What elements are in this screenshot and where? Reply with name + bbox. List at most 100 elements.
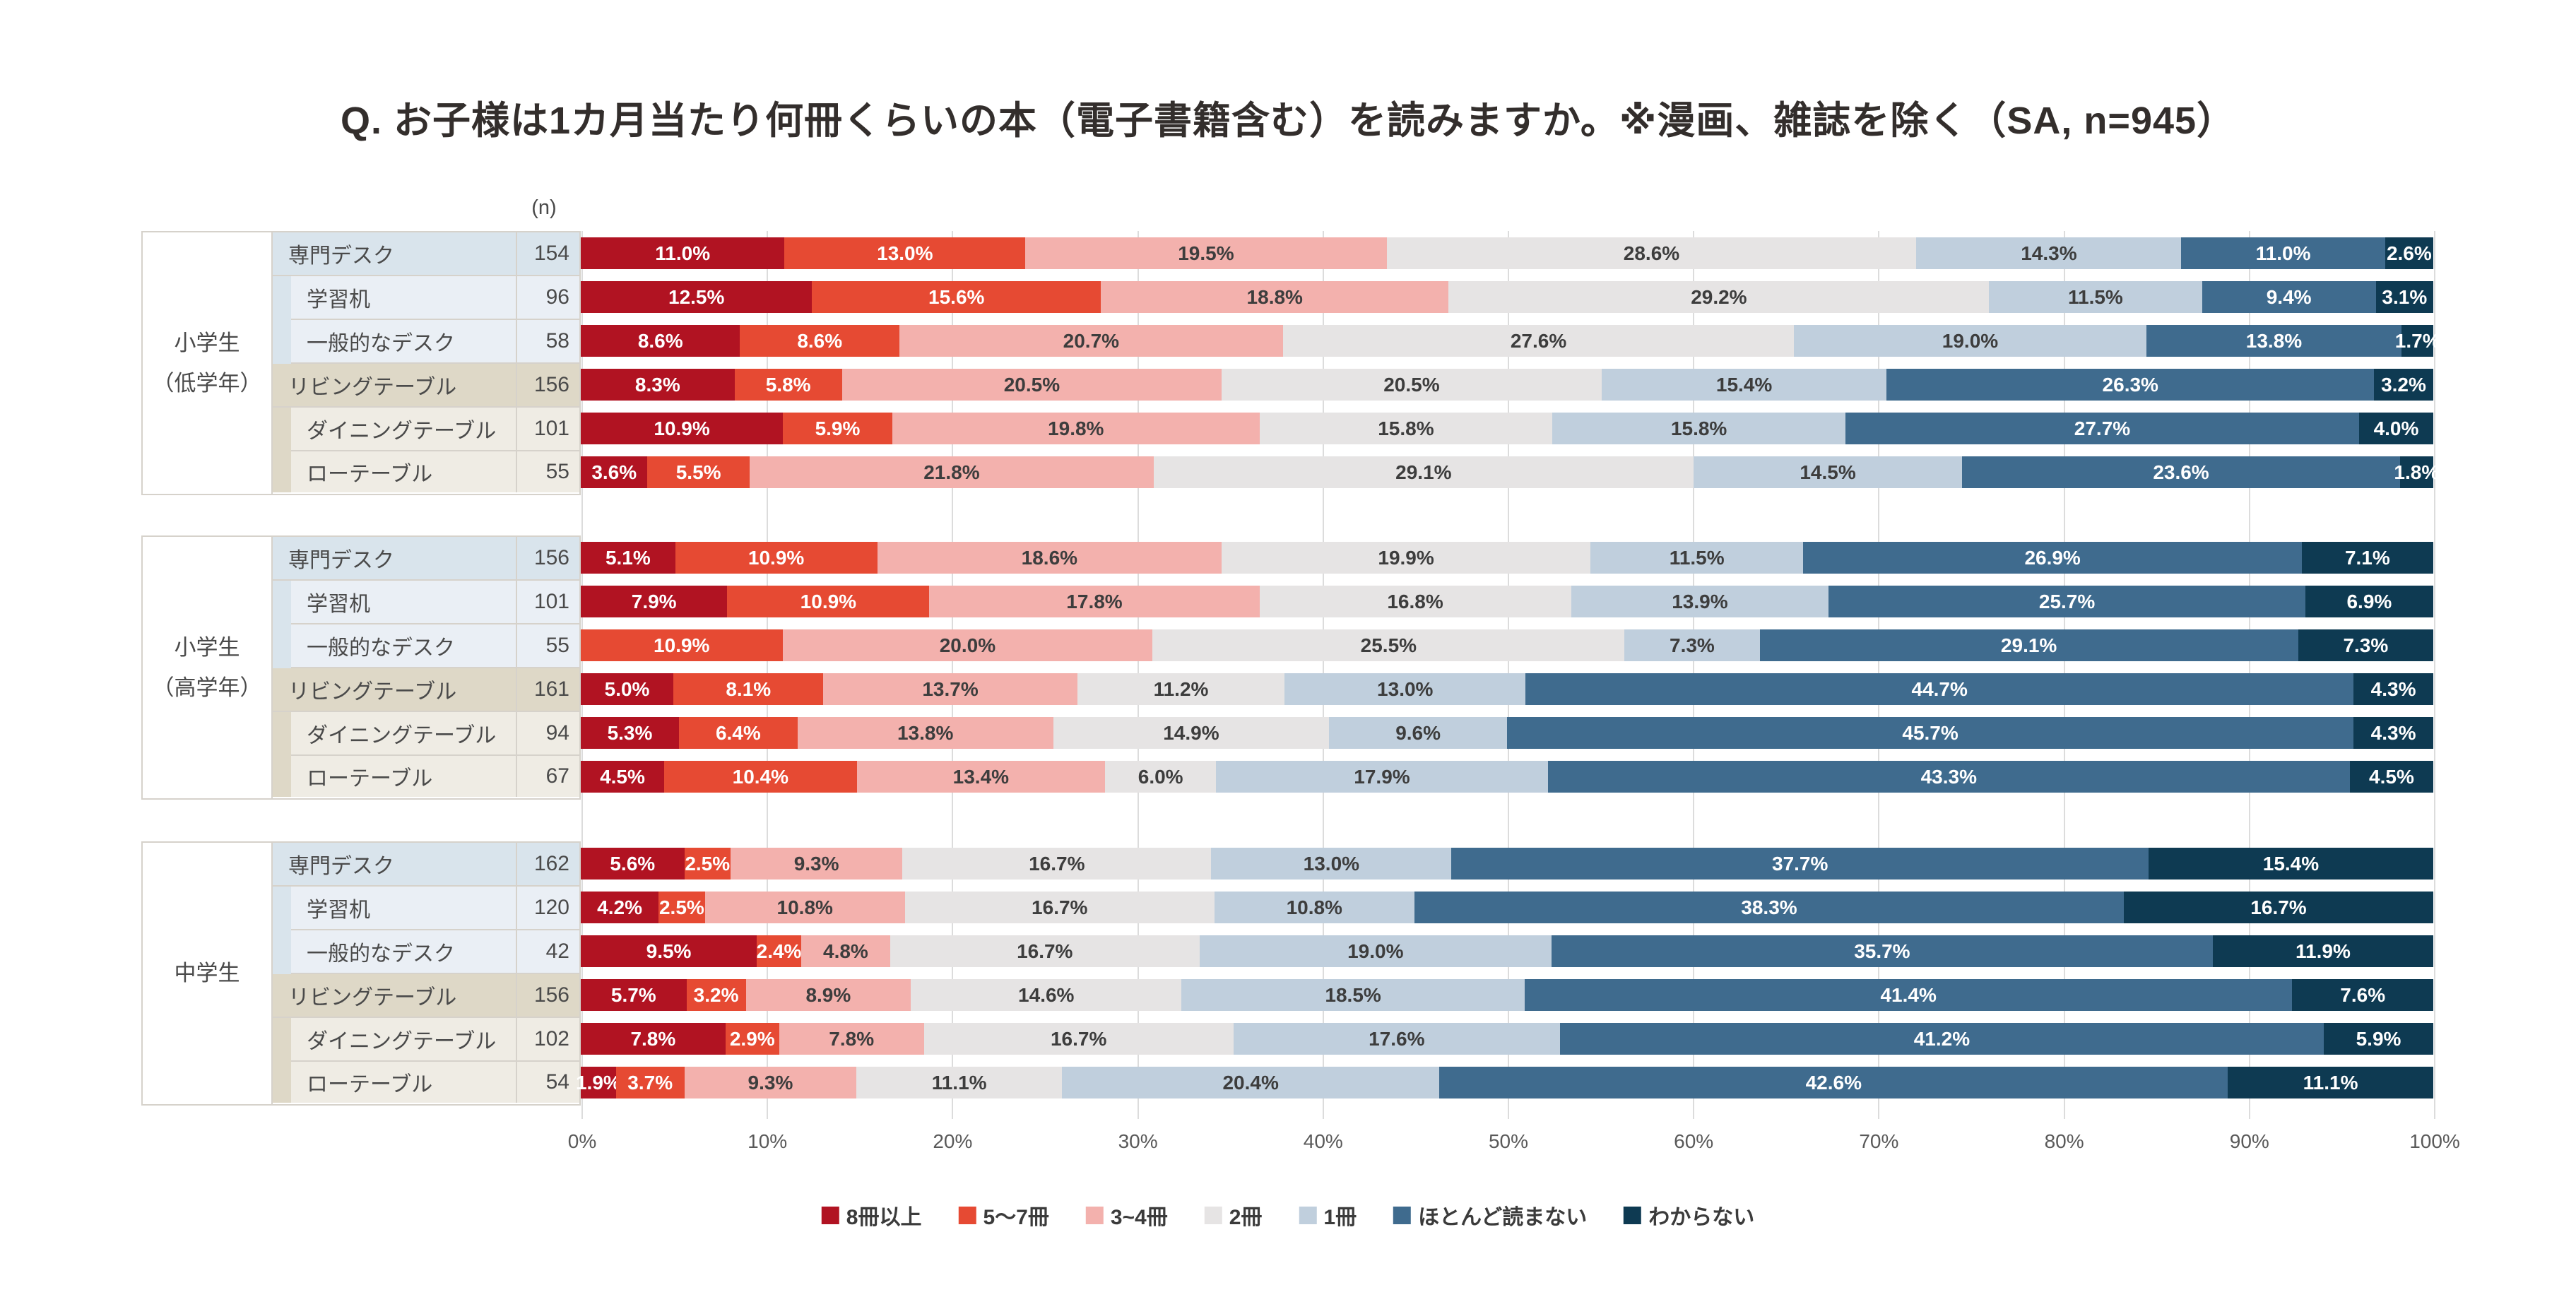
- x-axis-tick-label: 30%: [1118, 1130, 1158, 1152]
- label-rows: 専門デスク 154 学習机 96 一般的なデスク 58 リビングテーブル 156 ダイニングテー…: [273, 232, 579, 494]
- bar-segment-label: 19.9%: [1378, 546, 1434, 569]
- bar-segment-label: 13.0%: [1303, 852, 1360, 875]
- bar-segment-label: 8.6%: [797, 329, 843, 352]
- bar-row: 4.5% 10.4% 13.4% 6.0% 17.9% 43.3% 4.5%: [581, 761, 2433, 793]
- row-label: ダイニングテーブル: [291, 1018, 516, 1062]
- bar-segment-label: 29.1%: [2000, 634, 2057, 656]
- bar-segment: 21.8%: [749, 456, 1154, 488]
- bar-segment-label: 20.5%: [1383, 373, 1440, 396]
- bar-segment: 7.8%: [581, 1023, 726, 1055]
- bar-segment: 11.9%: [2212, 935, 2433, 967]
- bar-segment-label: 6.4%: [715, 721, 761, 744]
- bar-segment-label: 11.2%: [1153, 677, 1209, 700]
- bar-segment: 5.9%: [783, 413, 892, 444]
- bar-segment: 42.6%: [1439, 1067, 2228, 1098]
- bar-segment-label: 11.0%: [655, 242, 711, 264]
- bar-segment: 8.3%: [581, 369, 735, 401]
- bar-segment: 15.4%: [2148, 848, 2433, 880]
- bar-segment: 4.3%: [2353, 673, 2433, 705]
- bar-segment-label: 5.1%: [605, 546, 651, 569]
- bar-segment: 14.6%: [911, 979, 1182, 1011]
- bar-segment-label: 13.0%: [1377, 677, 1434, 700]
- bar-segment-label: 35.7%: [1854, 940, 1910, 962]
- bar-segment: 16.7%: [904, 892, 1215, 923]
- row-n-value: 161: [516, 668, 579, 712]
- bar-segment: 13.0%: [784, 237, 1026, 269]
- bar-segment-label: 19.0%: [1347, 940, 1404, 962]
- bar-segment-label: 7.9%: [631, 590, 677, 612]
- bar-segment: 6.0%: [1105, 761, 1217, 793]
- bar-segment-label: 29.1%: [1395, 461, 1452, 483]
- bar-segment-label: 45.7%: [1902, 721, 1958, 744]
- bar-segment-label: 26.9%: [2024, 546, 2081, 569]
- bar-segment: 20.4%: [1062, 1067, 1440, 1098]
- group-bars: 5.1% 10.9% 18.6% 19.9% 11.5% 26.9% 7.1% 7.9% 10.…: [581, 535, 2433, 800]
- bar-segment-label: 41.4%: [1880, 983, 1937, 1006]
- bar-segment-label: 4.5%: [600, 765, 645, 788]
- label-row: ダイニングテーブル 94: [273, 712, 579, 756]
- bar-segment: 8.9%: [745, 979, 911, 1011]
- bar-segment-label: 27.7%: [2074, 417, 2131, 439]
- bar-segment: 2.5%: [658, 892, 705, 923]
- bar-segment: 18.5%: [1181, 979, 1525, 1011]
- bar-segment: 19.0%: [1794, 325, 2146, 357]
- bar-segment: 25.7%: [1828, 586, 2305, 617]
- bar-segment-label: 3.7%: [627, 1071, 673, 1094]
- bar-segment-label: 20.7%: [1063, 329, 1120, 352]
- bar-segment-label: 13.7%: [922, 677, 979, 700]
- bar-segment-label: 16.7%: [1050, 1027, 1107, 1050]
- bar-segment-label: 11.5%: [2067, 285, 2123, 308]
- label-row: ローテーブル 54: [273, 1062, 579, 1103]
- group-label: 小学生 （高学年）: [143, 537, 273, 798]
- bar-segment: 16.8%: [1259, 586, 1571, 617]
- indent-strip: [273, 276, 291, 320]
- group-label-line: 中学生: [174, 961, 240, 986]
- bar-segment-label: 11.1%: [2303, 1071, 2358, 1094]
- bar-segment: 4.5%: [581, 761, 664, 793]
- bar-segment-label: 18.6%: [1021, 546, 1078, 569]
- bar-row: 3.6% 5.5% 21.8% 29.1% 14.5% 23.6% 1.8%: [581, 456, 2439, 488]
- bar-segment-label: 3.2%: [2381, 373, 2426, 396]
- group-table: 小学生 （低学年） 専門デスク 154 学習机 96 一般的なデスク 58 リビングテーブル 15…: [141, 231, 581, 495]
- bar-segment: 41.4%: [1524, 979, 2293, 1011]
- x-axis-tick-label: 60%: [1674, 1130, 1714, 1152]
- label-row: 学習机 96: [273, 276, 579, 320]
- bar-segment-label: 14.5%: [1800, 461, 1856, 483]
- bar-segment: 3.7%: [615, 1067, 685, 1098]
- legend-item: 5〜7冊: [958, 1200, 1049, 1231]
- bar-segment-label: 17.8%: [1066, 590, 1123, 612]
- bar-segment: 10.8%: [704, 892, 905, 923]
- bar-segment-label: 15.8%: [1670, 417, 1727, 439]
- bar-segment: 7.8%: [779, 1023, 924, 1055]
- legend-label: わからない: [1648, 1206, 1755, 1229]
- bar-segment: 20.5%: [1222, 369, 1602, 401]
- bar-segment: 4.8%: [801, 935, 890, 967]
- row-n-value: 55: [516, 451, 579, 492]
- label-row: 学習机 101: [273, 581, 579, 624]
- bar-segment-label: 11.9%: [2296, 940, 2351, 962]
- bar-segment-label: 3.2%: [693, 983, 739, 1006]
- indent-strip: [273, 624, 291, 668]
- row-label: 学習机: [291, 887, 516, 930]
- bar-segment: 10.8%: [1214, 892, 1414, 923]
- bar-segment: 7.9%: [581, 586, 728, 617]
- bar-segment-label: 26.3%: [2102, 373, 2158, 396]
- bar-segment: 16.7%: [902, 848, 1212, 880]
- bar-segment-label: 19.0%: [1942, 329, 1999, 352]
- bar-segment-label: 10.8%: [776, 896, 833, 918]
- bar-segment-label: 16.7%: [1017, 940, 1073, 962]
- bar-segment: 20.0%: [782, 629, 1153, 661]
- row-n-value: 102: [516, 1018, 579, 1062]
- bar-segment: 19.8%: [892, 413, 1260, 444]
- bar-segment-label: 2.5%: [658, 896, 704, 918]
- legend-label: 2冊: [1229, 1206, 1263, 1229]
- bar-row: 11.0% 13.0% 19.5% 28.6% 14.3% 11.0% 2.6%: [581, 237, 2433, 269]
- bar-segment: 3.2%: [686, 979, 746, 1011]
- bar-segment: 4.2%: [581, 892, 659, 923]
- bar-segment: 9.3%: [730, 848, 903, 880]
- bar-row: 7.9% 10.9% 17.8% 16.8% 13.9% 25.7% 6.9%: [581, 586, 2433, 617]
- bar-segment-label: 7.8%: [829, 1027, 875, 1050]
- bar-segment: 11.1%: [856, 1067, 1063, 1098]
- bar-segment-label: 12.5%: [668, 285, 725, 308]
- gridline: [2434, 231, 2435, 1119]
